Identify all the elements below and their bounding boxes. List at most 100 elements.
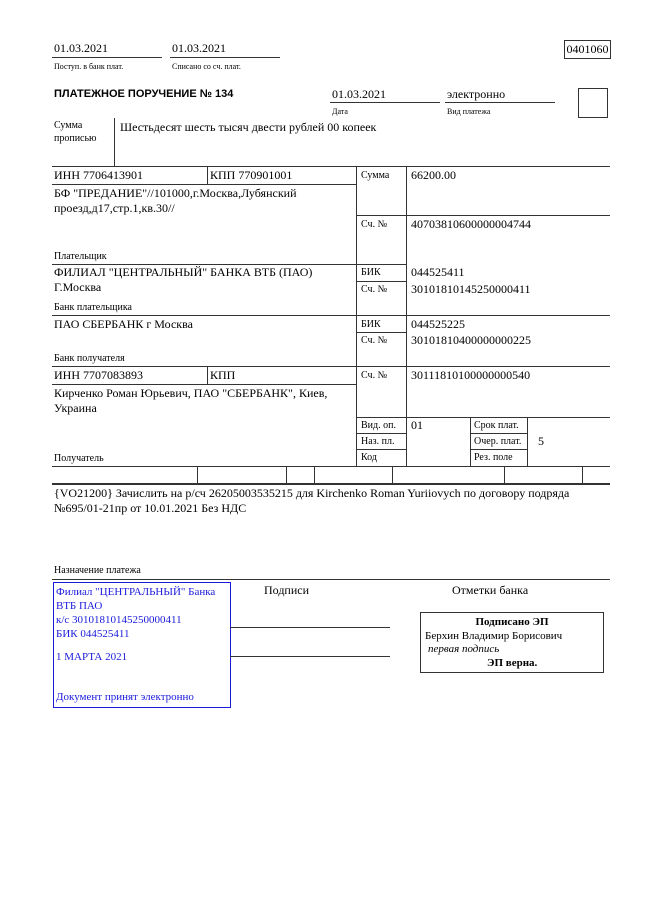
divider [52,466,610,467]
debited-label: Списано со сч. плат. [172,62,241,71]
form-code: 0401060 [564,40,611,59]
payee-account: 30111810100000000540 [411,368,531,382]
divider [356,215,610,216]
date-label: Дата [332,107,348,116]
payer-bank-account-label: Сч. № [361,284,388,295]
amount-words: Шестьдесят шесть тысяч двести рублей 00 … [120,120,377,134]
stamp-line-3: к/с 30101810145250000411 [56,614,182,626]
payment-type-label: Вид платежа [447,107,491,116]
payee-account-label: Сч. № [361,370,388,381]
payer-bank-account: 30101810145250000411 [411,282,531,296]
divider [470,433,527,434]
divider [392,466,393,483]
payee-label: Получатель [54,453,104,464]
amount-words-label-2: прописью [54,133,97,144]
payer-bank-bik: 044525411 [411,265,465,279]
divider [356,433,406,434]
divider [356,166,357,466]
divider [114,118,115,166]
signature-line-1 [230,627,390,628]
purpose-line-1: {VO21200} Зачислить на р/сч 262050035352… [54,486,570,500]
divider [52,184,356,185]
divider [330,102,440,103]
payer-name: БФ "ПРЕДАНИЕ"//101000,г.Москва,Лубянский [54,186,297,200]
payer-bank-label: Банк плательщика [54,302,132,313]
debited-date: 01.03.2021 [172,41,226,55]
received-date: 01.03.2021 [54,41,108,55]
divider [356,332,406,333]
priority-label: Очер. плат. [474,436,522,447]
payee-bank-bik: 044525225 [411,317,465,331]
e-signature-box: Подписано ЭП Берхин Владимир Борисович п… [420,612,604,673]
divider [406,166,407,466]
divider [52,579,610,580]
divider [52,366,610,367]
page-title: ПЛАТЕЖНОЕ ПОРУЧЕНИЕ № 134 [54,88,234,100]
op-type-label: Вид. оп. [361,420,396,431]
amount-label: Сумма [361,170,390,181]
payer-inn: ИНН 7706413901 [54,168,143,182]
code-label: Код [361,452,377,463]
payer-bank-city: Г.Москва [54,280,102,294]
divider [207,366,208,384]
payee-country: Украина [54,401,97,415]
signature-line-2 [230,656,390,657]
stamp-footer: Документ принят электронно [56,691,194,703]
purpose-code-label: Наз. пл. [361,436,395,447]
amount-value: 66200.00 [411,168,456,182]
payee-inn: ИНН 7707083893 [54,368,143,382]
purpose-label: Назначение платежа [54,565,141,576]
divider [356,449,406,450]
divider [207,166,208,184]
reserve-label: Рез. поле [474,452,513,463]
document-date: 01.03.2021 [332,87,386,101]
payer-label: Плательщик [54,251,107,262]
divider [52,384,356,385]
e-signature-signer: Берхин Владимир Борисович [425,630,563,642]
payer-bank-bik-label: БИК [361,267,381,278]
payee-bank-label: Банк получателя [54,353,125,364]
payment-type: электронно [447,87,506,101]
payee-kpp: КПП [210,368,236,382]
divider [527,417,528,466]
divider [470,417,471,466]
divider [356,417,610,418]
divider [470,449,527,450]
divider [52,264,406,265]
divider [582,466,583,483]
divider [52,166,610,167]
divider [356,281,406,282]
payee-bank-account-label: Сч. № [361,335,388,346]
payee-bank-account: 30101810400000000225 [411,333,531,347]
amount-words-label: Сумма [54,120,83,131]
e-signature-role: первая подпись [428,643,500,655]
divider [445,102,555,103]
stamp-line-2: ВТБ ПАО [56,600,103,612]
bank-marks-label: Отметки банка [452,583,529,597]
divider [170,57,280,58]
priority: 5 [538,434,544,448]
bank-stamp: Филиал "ЦЕНТРАЛЬНЫЙ" Банка ВТБ ПАО к/с 3… [53,582,231,708]
divider [504,466,505,483]
purpose-line-2: №695/01-21пр от 10.01.2021 Без НДС [54,501,247,515]
op-type: 01 [411,418,423,432]
stamp-line-4: БИК 044525411 [56,628,130,640]
divider [197,466,198,483]
payee-bank-bik-label: БИК [361,319,381,330]
signatures-label: Подписи [264,583,310,597]
e-signature-title: Подписано ЭП [475,616,549,628]
divider [52,315,610,316]
due-label: Срок плат. [474,420,519,431]
received-label: Поступ. в банк плат. [54,62,124,71]
stamp-line-1: Филиал "ЦЕНТРАЛЬНЫЙ" Банка [56,586,216,598]
stamp-date: 1 МАРТА 2021 [56,651,128,663]
payer-bank-name: ФИЛИАЛ "ЦЕНТРАЛЬНЫЙ" БАНКА ВТБ (ПАО) [54,265,313,279]
payer-account-label: Сч. № [361,219,388,230]
payee-name: Кирченко Роман Юрьевич, ПАО "СБЕРБАНК", … [54,386,328,400]
payee-bank-name: ПАО СБЕРБАНК г Москва [54,317,193,331]
status-box [578,88,608,118]
divider [314,466,315,483]
divider [52,483,610,485]
payer-address: проезд,д17,стр.1,кв.30// [54,201,175,215]
